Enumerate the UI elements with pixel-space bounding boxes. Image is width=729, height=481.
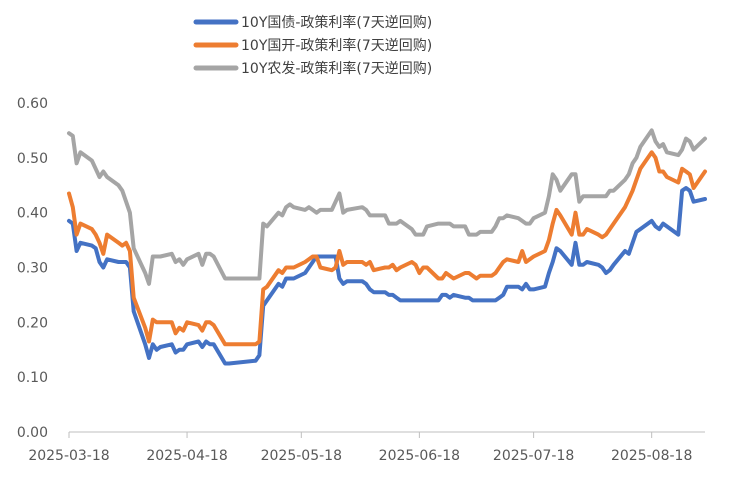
y-tick-label: 0.00 [17, 425, 48, 441]
x-axis-ticks: 2025-03-18 2025-04-18 2025-05-18 2025-06-18… [28, 432, 692, 464]
x-tick-label: 2025-06-18 [379, 448, 460, 464]
legend-label-2: 10Y国开-政策利率(7天逆回购) [241, 37, 432, 54]
y-tick-label: 0.30 [17, 261, 48, 277]
y-axis-tick-labels: 0.00 0.10 0.20 0.30 0.40 0.50 0.60 [17, 96, 48, 441]
y-tick-label: 0.10 [17, 370, 48, 386]
y-tick-label: 0.50 [17, 151, 48, 167]
x-tick-label: 2025-04-18 [146, 448, 227, 464]
plot-area [67, 128, 707, 366]
legend-label-1: 10Y国债-政策利率(7天逆回购) [241, 14, 432, 31]
x-tick-label: 2025-07-18 [493, 448, 574, 464]
y-tick-label: 0.40 [17, 206, 48, 222]
legend-label-3: 10Y农发-政策利率(7天逆回购) [241, 60, 432, 77]
legend: 10Y国债-政策利率(7天逆回购) 10Y国开-政策利率(7天逆回购) 10Y农发-… [193, 14, 432, 77]
x-tick-label: 2025-05-18 [261, 448, 342, 464]
x-tick-label: 2025-03-18 [28, 448, 109, 464]
series-line-2 [67, 150, 707, 347]
series-line-1 [67, 186, 707, 366]
y-tick-label: 0.20 [17, 315, 48, 331]
series-line-3 [67, 128, 707, 286]
y-tick-label: 0.60 [17, 96, 48, 112]
x-tick-label: 2025-08-18 [611, 448, 692, 464]
